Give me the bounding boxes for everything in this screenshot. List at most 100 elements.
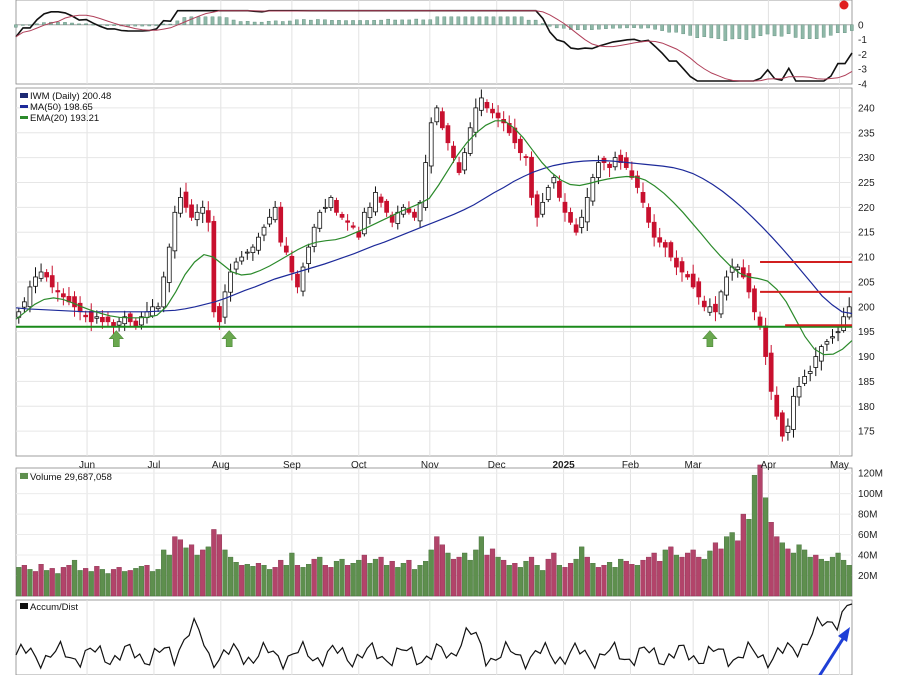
candle-body: [813, 356, 819, 368]
volume-bar: [66, 565, 72, 597]
candle-body: [423, 162, 428, 208]
candle-body: [545, 187, 551, 201]
volume-bar: [149, 571, 156, 597]
macd-histogram-bar: [210, 16, 215, 26]
price-y-tick: 190: [858, 352, 875, 363]
candle-body: [356, 231, 362, 238]
macd-histogram-bar: [435, 16, 440, 26]
volume-bar: [618, 558, 624, 597]
volume-bar: [172, 536, 178, 597]
candle-body: [172, 211, 178, 252]
volume-bar: [729, 532, 735, 597]
volume-bar: [796, 544, 802, 597]
macd-histogram-bar: [744, 24, 749, 40]
macd-histogram-bar: [484, 16, 489, 26]
volume-bar: [27, 569, 33, 597]
candle-body: [267, 216, 272, 225]
candle-body: [261, 226, 267, 236]
macd-histogram-bar: [224, 17, 229, 26]
candle-body: [38, 271, 44, 279]
candle-body: [479, 97, 484, 111]
volume-bar: [294, 565, 301, 597]
x-tick-label: Jul: [148, 460, 161, 471]
candle-body: [278, 206, 284, 243]
trend-arrow-icon: [838, 627, 850, 642]
macd-histogram-bar: [161, 23, 166, 25]
volume-bar: [110, 569, 117, 597]
candle-body: [61, 293, 66, 298]
candle-body: [384, 200, 389, 213]
ticker-swatch: [20, 93, 28, 98]
price-y-tick: 235: [858, 128, 875, 139]
macd-histogram-bar: [287, 20, 292, 26]
volume-bar: [105, 573, 111, 597]
macd-histogram-bar: [793, 24, 798, 38]
macd-histogram-bar: [358, 20, 362, 25]
volume-bar: [417, 565, 423, 597]
volume-bar: [751, 474, 758, 597]
volume-bar: [49, 568, 55, 597]
macd-histogram-bar: [70, 22, 74, 25]
volume-bar: [556, 565, 562, 597]
volume-bar: [211, 529, 217, 597]
macd-histogram-bar: [835, 24, 840, 33]
volume-bar: [227, 556, 234, 597]
macd-y-tick: -4: [858, 80, 867, 91]
volume-legend-text: Volume 29,687,058: [30, 472, 112, 483]
macd-histogram-bar: [365, 20, 369, 25]
macd-histogram-bar: [842, 24, 847, 33]
macd-histogram-bar: [133, 24, 138, 27]
candle-body: [696, 281, 702, 298]
accum-dist-line: [15, 603, 853, 671]
candle-body: [763, 325, 768, 357]
macd-histogram-bar: [554, 24, 559, 29]
ad-legend-text: Accum/Dist: [30, 602, 78, 613]
candle-body: [807, 371, 813, 374]
x-tick-label: Dec: [488, 460, 506, 471]
candle-body: [328, 197, 334, 209]
macd-histogram-bar: [765, 24, 770, 35]
volume-bar: [423, 560, 429, 597]
candle-body: [735, 266, 741, 270]
volume-bar: [250, 566, 256, 597]
macd-histogram-bar: [498, 16, 503, 26]
candle-body: [629, 170, 635, 178]
volume-bar: [634, 565, 641, 597]
volume-bar: [629, 564, 635, 597]
macd-histogram-bar: [807, 24, 812, 39]
candle-body: [540, 201, 546, 215]
ema20-legend: EMA(20) 193.21: [30, 113, 99, 124]
volume-bar: [612, 567, 618, 597]
volume-bar: [606, 562, 613, 597]
volume-bar: [38, 564, 44, 597]
candle-body: [713, 303, 718, 313]
macd-histogram-bar: [140, 24, 145, 27]
candle-body: [373, 192, 378, 213]
volume-bar: [261, 565, 267, 597]
macd-histogram-bar: [456, 16, 461, 26]
price-y-tick: 215: [858, 228, 875, 239]
macd-histogram-bar: [850, 24, 854, 31]
candle-body: [250, 246, 256, 254]
up-arrow-icon: [108, 330, 124, 348]
candle-body: [289, 255, 295, 273]
volume-bar: [205, 546, 211, 597]
macd-histogram-bar: [302, 19, 306, 26]
volume-legend: Volume 29,687,058: [20, 472, 112, 483]
macd-histogram-bar: [730, 24, 735, 40]
volume-bar: [350, 563, 356, 597]
volume-panel: [16, 464, 852, 597]
volume-bar: [267, 569, 273, 597]
volume-bar: [673, 554, 680, 597]
macd-signal-line: [15, 10, 853, 82]
volume-bar: [311, 558, 317, 597]
macd-histogram-bar: [449, 16, 454, 26]
candle-body: [178, 197, 183, 214]
macd-histogram-bar: [800, 24, 805, 39]
candle-body: [774, 394, 780, 417]
candle-body: [568, 212, 573, 223]
volume-bar: [763, 497, 769, 597]
candle-body: [584, 197, 590, 223]
macd-histogram-bar: [625, 24, 629, 29]
macd-histogram-bar: [828, 24, 833, 36]
